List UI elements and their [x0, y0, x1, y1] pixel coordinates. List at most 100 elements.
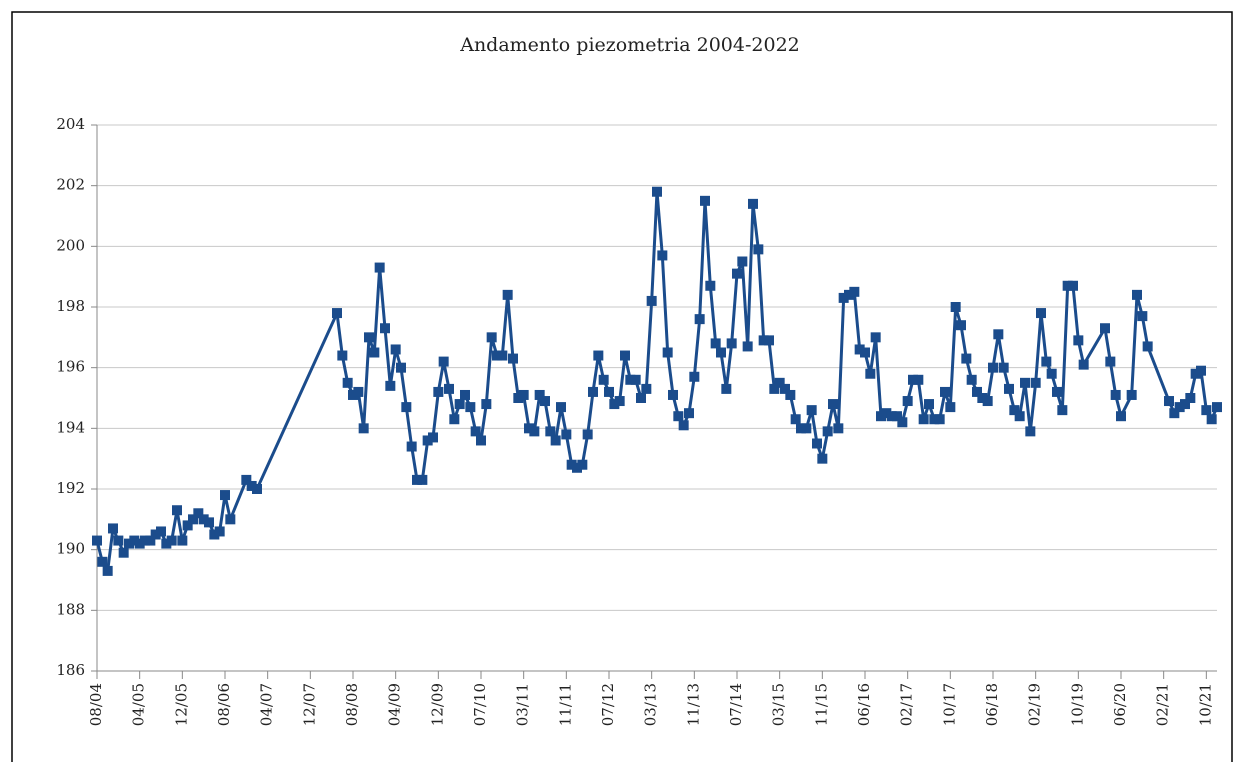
x-tick-label: 10/21 [1196, 683, 1214, 726]
data-point [204, 517, 214, 528]
data-point [1201, 405, 1212, 416]
data-point [353, 386, 364, 397]
data-point [1105, 356, 1116, 367]
data-point [1164, 396, 1174, 407]
data-point [124, 538, 134, 549]
data-point [1078, 359, 1089, 370]
data-point [433, 386, 444, 397]
data-point [918, 414, 929, 425]
data-point [337, 350, 348, 361]
data-point [566, 459, 577, 470]
data-point [982, 396, 993, 407]
data-point [193, 508, 204, 519]
data-point [161, 538, 172, 549]
data-point [508, 353, 518, 364]
y-tick-label: 194 [56, 418, 85, 436]
data-point [412, 474, 422, 485]
data-point [145, 535, 156, 546]
data-point [769, 383, 780, 394]
data-point [950, 302, 961, 312]
data-point [609, 399, 620, 410]
data-point [774, 377, 785, 388]
x-tick-label: 08/06 [215, 683, 233, 726]
data-point [225, 514, 236, 525]
data-point [534, 389, 545, 400]
data-point [108, 523, 118, 534]
data-point [1062, 280, 1073, 291]
data-point [1132, 289, 1142, 300]
x-tick-label: 02/17 [898, 683, 916, 726]
data-point [870, 332, 881, 343]
data-point [988, 362, 998, 373]
x-tick-label: 06/20 [1111, 683, 1129, 726]
data-point [390, 344, 401, 355]
data-point [481, 399, 492, 410]
data-point [860, 347, 870, 358]
data-point [625, 374, 636, 385]
data-point [966, 374, 977, 385]
data-point [737, 256, 748, 267]
y-tick-label: 186 [56, 661, 85, 679]
data-point [561, 429, 572, 440]
data-point [492, 350, 502, 361]
data-point [374, 262, 385, 273]
y-tick-label: 190 [56, 540, 85, 558]
data-point [476, 435, 486, 446]
data-point [513, 393, 524, 403]
x-tick-label: 12/09 [428, 683, 446, 726]
data-point [529, 426, 540, 437]
x-tick-label: 11/13 [684, 683, 702, 726]
data-point [1116, 411, 1126, 422]
data-point [844, 289, 854, 300]
data-point [865, 368, 876, 379]
data-point [396, 362, 406, 373]
data-point [801, 423, 812, 434]
data-point [833, 423, 844, 434]
data-point [1073, 335, 1084, 346]
data-point [646, 295, 657, 306]
data-point [449, 414, 460, 425]
data-point [881, 408, 892, 419]
data-point [1014, 411, 1025, 422]
data-point [732, 268, 742, 279]
data-point [673, 411, 684, 422]
x-tick-label: 02/19 [1026, 683, 1044, 726]
data-point [652, 186, 662, 197]
data-point [385, 380, 396, 391]
data-point [1126, 389, 1137, 400]
data-point [502, 289, 513, 300]
data-point [849, 286, 860, 297]
data-point [150, 529, 161, 540]
data-line [335, 190, 1086, 482]
data-point [428, 432, 438, 443]
data-point [796, 423, 806, 434]
data-point [1142, 341, 1153, 352]
data-point [726, 338, 737, 349]
data-point [518, 389, 529, 400]
data-point [556, 402, 566, 413]
data-point [940, 386, 950, 397]
data-point [961, 353, 972, 364]
data-point [540, 396, 550, 407]
data-point [742, 341, 753, 352]
data-point [166, 535, 177, 546]
data-point [716, 347, 726, 358]
x-tick-label: 08/08 [343, 683, 361, 726]
data-point [1137, 311, 1148, 322]
data-point [1025, 426, 1036, 437]
x-tick-label: 03/11 [514, 683, 532, 726]
data-point [780, 383, 790, 394]
data-point [902, 396, 913, 407]
data-point [598, 374, 609, 385]
data-point [172, 505, 182, 516]
x-tick-label: 07/14 [727, 683, 745, 726]
frame [11, 11, 1233, 762]
x-tick-label: 04/09 [386, 683, 404, 726]
data-point [758, 335, 769, 346]
gap-connector [228, 479, 248, 520]
data-point [588, 386, 598, 397]
gap-connector [1082, 327, 1107, 366]
data-point [1004, 383, 1014, 394]
data-point [593, 350, 604, 361]
data-point [668, 389, 678, 400]
